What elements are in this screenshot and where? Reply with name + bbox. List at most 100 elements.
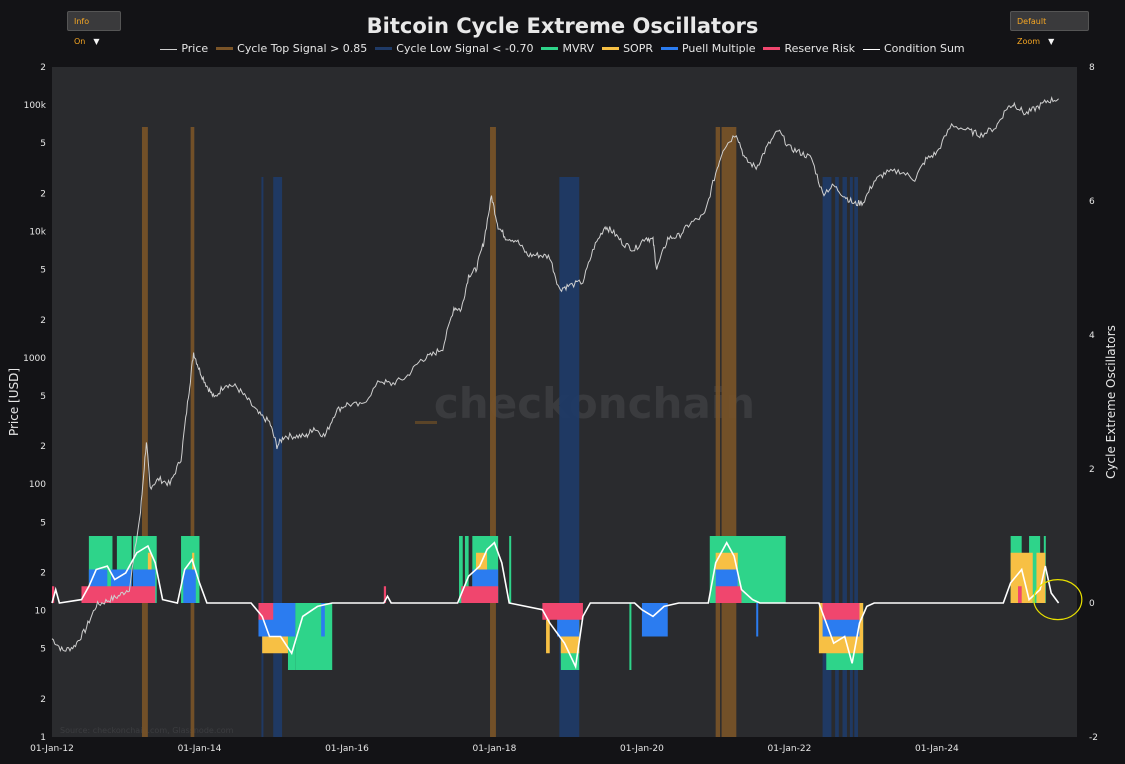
sopr-block bbox=[546, 603, 550, 654]
legend-swatch bbox=[660, 46, 678, 50]
y-left-tick-label: 5 bbox=[40, 518, 46, 528]
y-left-tick-label: 2 bbox=[40, 442, 46, 452]
puell-block bbox=[183, 569, 196, 603]
y-left-tick-label: 5 bbox=[40, 392, 46, 402]
zoom-select-button[interactable]: Default Zoom ▼ bbox=[1010, 11, 1089, 46]
legend-item[interactable]: Cycle Top Signal > 0.85 bbox=[216, 42, 367, 55]
chart-legend: Price Cycle Top Signal > 0.85 Cycle Low Si… bbox=[0, 42, 1125, 55]
y-left-tick-label: 1000 bbox=[23, 354, 46, 364]
y-right-tick-label: 0 bbox=[1089, 599, 1095, 609]
y-left-tick-label: 5 bbox=[40, 139, 46, 149]
legend-item[interactable]: Reserve Risk bbox=[763, 42, 855, 55]
x-tick-label: 01-Jan-18 bbox=[473, 744, 517, 754]
y-right-tick-label: 6 bbox=[1089, 197, 1095, 207]
zoom-select-label: Default Zoom bbox=[1017, 17, 1047, 46]
y-left-tick-label: 1 bbox=[40, 733, 46, 743]
cycle-low-band bbox=[261, 177, 264, 737]
reserve-risk-block bbox=[383, 586, 387, 603]
mvrv-block bbox=[295, 603, 333, 670]
y-right-tick-label: 4 bbox=[1089, 331, 1095, 341]
reserve-risk-block bbox=[461, 586, 499, 603]
puell-block bbox=[756, 603, 759, 637]
y-left-tick-label: 10 bbox=[35, 607, 47, 617]
legend-swatch bbox=[862, 48, 880, 50]
mvrv-block bbox=[629, 603, 632, 670]
legend-label: Cycle Low Signal < -0.70 bbox=[396, 42, 534, 55]
y-left-tick-label: 2 bbox=[40, 189, 46, 199]
mvrv-block bbox=[1029, 536, 1041, 603]
cycle-top-band bbox=[190, 127, 195, 737]
info-toggle-label: Info On bbox=[74, 17, 90, 46]
reserve-risk-block bbox=[715, 586, 742, 603]
legend-label: Puell Multiple bbox=[681, 42, 756, 55]
dropdown-caret-icon: ▼ bbox=[1048, 37, 1055, 46]
cycle-low-band bbox=[559, 177, 580, 737]
reserve-risk-block bbox=[81, 586, 156, 603]
chart-title: Bitcoin Cycle Extreme Oscillators bbox=[366, 14, 759, 38]
cycle-top-band bbox=[141, 127, 148, 737]
puell-block bbox=[641, 603, 668, 637]
legend-item[interactable]: Cycle Low Signal < -0.70 bbox=[375, 42, 533, 55]
puell-block bbox=[321, 603, 325, 637]
y-left-tick-label: 100k bbox=[24, 101, 47, 111]
y-left-tick-label: 2 bbox=[40, 316, 46, 326]
legend-item[interactable]: Price bbox=[160, 42, 208, 55]
mvrv-block bbox=[509, 536, 512, 603]
y-right-tick-label: -2 bbox=[1089, 733, 1098, 743]
cycle-low-band bbox=[854, 177, 858, 737]
x-tick-label: 01-Jan-20 bbox=[620, 744, 664, 754]
x-tick-label: 01-Jan-12 bbox=[30, 744, 74, 754]
y-left-tick-label: 5 bbox=[40, 265, 46, 275]
legend-swatch bbox=[160, 48, 178, 50]
x-tick-label: 01-Jan-14 bbox=[178, 744, 222, 754]
legend-label: Cycle Top Signal > 0.85 bbox=[237, 42, 368, 55]
y-right-tick-label: 8 bbox=[1089, 63, 1095, 73]
cycle-top-band bbox=[715, 127, 721, 737]
mvrv-block bbox=[746, 536, 757, 603]
mvrv-block bbox=[464, 536, 469, 603]
legend-label: Reserve Risk bbox=[784, 42, 855, 55]
legend-swatch bbox=[375, 46, 393, 50]
legend-swatch bbox=[216, 46, 234, 50]
y-right-tick-label: 2 bbox=[1089, 465, 1095, 475]
annotation-ellipse bbox=[1033, 579, 1083, 621]
legend-item[interactable]: MVRV bbox=[541, 42, 594, 55]
cycle-top-band bbox=[490, 127, 496, 737]
watermark-logo bbox=[415, 421, 437, 424]
reserve-risk-block bbox=[1018, 586, 1022, 603]
y-left-tick-label: 2 bbox=[40, 63, 46, 73]
legend-label: Price bbox=[181, 42, 209, 55]
watermark: checkonchain bbox=[434, 379, 755, 428]
cycle-low-band bbox=[835, 177, 839, 737]
cycle-low-band bbox=[842, 177, 847, 737]
y-right-axis-label: Cycle Extreme Oscillators bbox=[1104, 325, 1118, 479]
y-left-tick-label: 10k bbox=[29, 227, 46, 237]
legend-label: SOPR bbox=[623, 42, 653, 55]
y-left-tick-label: 100 bbox=[29, 480, 46, 490]
reserve-risk-block bbox=[258, 603, 274, 620]
price-line bbox=[51, 95, 1059, 653]
legend-item[interactable]: Puell Multiple bbox=[660, 42, 756, 55]
cycle-low-band bbox=[273, 177, 283, 737]
legend-swatch bbox=[763, 46, 781, 50]
cycle-low-band bbox=[822, 177, 832, 737]
y-left-axis-label: Price [USD] bbox=[7, 368, 21, 436]
reserve-risk-block bbox=[542, 603, 583, 620]
info-toggle-button[interactable]: Info On ▼ bbox=[67, 11, 121, 46]
legend-item[interactable]: Condition Sum bbox=[862, 42, 965, 55]
legend-label: MVRV bbox=[562, 42, 595, 55]
legend-item[interactable]: SOPR bbox=[602, 42, 653, 55]
condition-sum-line bbox=[51, 541, 1060, 670]
reserve-risk-block bbox=[822, 603, 860, 620]
dropdown-caret-icon: ▼ bbox=[93, 37, 100, 46]
y-left-tick-label: 5 bbox=[40, 645, 46, 655]
reserve-risk-block bbox=[52, 586, 55, 603]
y-left-tick-label: 2 bbox=[40, 695, 46, 705]
sopr-block bbox=[1036, 552, 1046, 603]
cycle-top-band bbox=[721, 127, 737, 737]
mvrv-block bbox=[459, 536, 463, 603]
x-tick-label: 01-Jan-22 bbox=[768, 744, 812, 754]
legend-swatch bbox=[602, 46, 620, 50]
x-tick-label: 01-Jan-16 bbox=[325, 744, 369, 754]
